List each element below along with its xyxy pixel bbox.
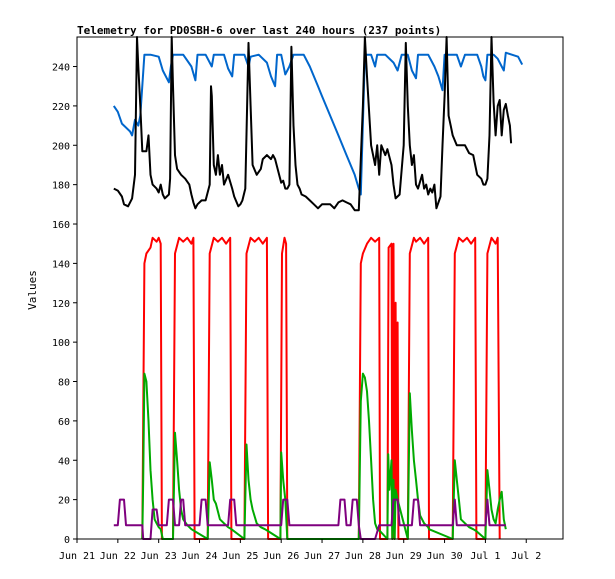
x-tick-label: Jul 1 xyxy=(470,551,500,562)
x-tick-label: Jun 23 xyxy=(141,551,177,562)
y-tick-label: 100 xyxy=(52,338,70,349)
y-tick-label: 60 xyxy=(58,417,70,428)
series-line-2 xyxy=(113,36,513,212)
series-line-5 xyxy=(113,498,506,540)
y-tick-label: 0 xyxy=(64,535,70,546)
x-tick-label: Jun 27 xyxy=(304,551,340,562)
y-axis-label: Values xyxy=(26,270,39,310)
x-tick-label: Jun 28 xyxy=(345,551,381,562)
chart-title: Telemetry for PD0SBH-6 over last 240 hou… xyxy=(77,24,441,37)
y-tick-label: 240 xyxy=(52,63,70,74)
y-tick-label: 160 xyxy=(52,220,70,231)
y-tick-label: 80 xyxy=(58,378,70,389)
series-layer xyxy=(112,36,524,540)
y-tick-label: 200 xyxy=(52,141,70,152)
y-tick-label: 20 xyxy=(58,496,70,507)
x-tick-label: Jun 29 xyxy=(386,551,422,562)
y-tick-label: 180 xyxy=(52,181,70,192)
plot-frame xyxy=(76,36,564,540)
x-tick-label: Jun 22 xyxy=(100,551,136,562)
y-tick-label: 220 xyxy=(52,102,70,113)
y-tick-label: 140 xyxy=(52,259,70,270)
x-tick-label: Jun 24 xyxy=(181,551,217,562)
x-tick-label: Jul 2 xyxy=(511,551,541,562)
x-tick-label: Jun 21 xyxy=(59,551,95,562)
x-tick-label: Jun 25 xyxy=(222,551,258,562)
y-tick-label: 120 xyxy=(52,299,70,310)
x-tick-label: Jun 30 xyxy=(427,551,463,562)
x-tick-label: Jun 26 xyxy=(263,551,299,562)
axis-layer: 0 20 40 60 80 100 120 140 160 180 200 220 240 Jun 21 J… xyxy=(52,63,541,562)
y-tick-label: 40 xyxy=(58,456,70,467)
